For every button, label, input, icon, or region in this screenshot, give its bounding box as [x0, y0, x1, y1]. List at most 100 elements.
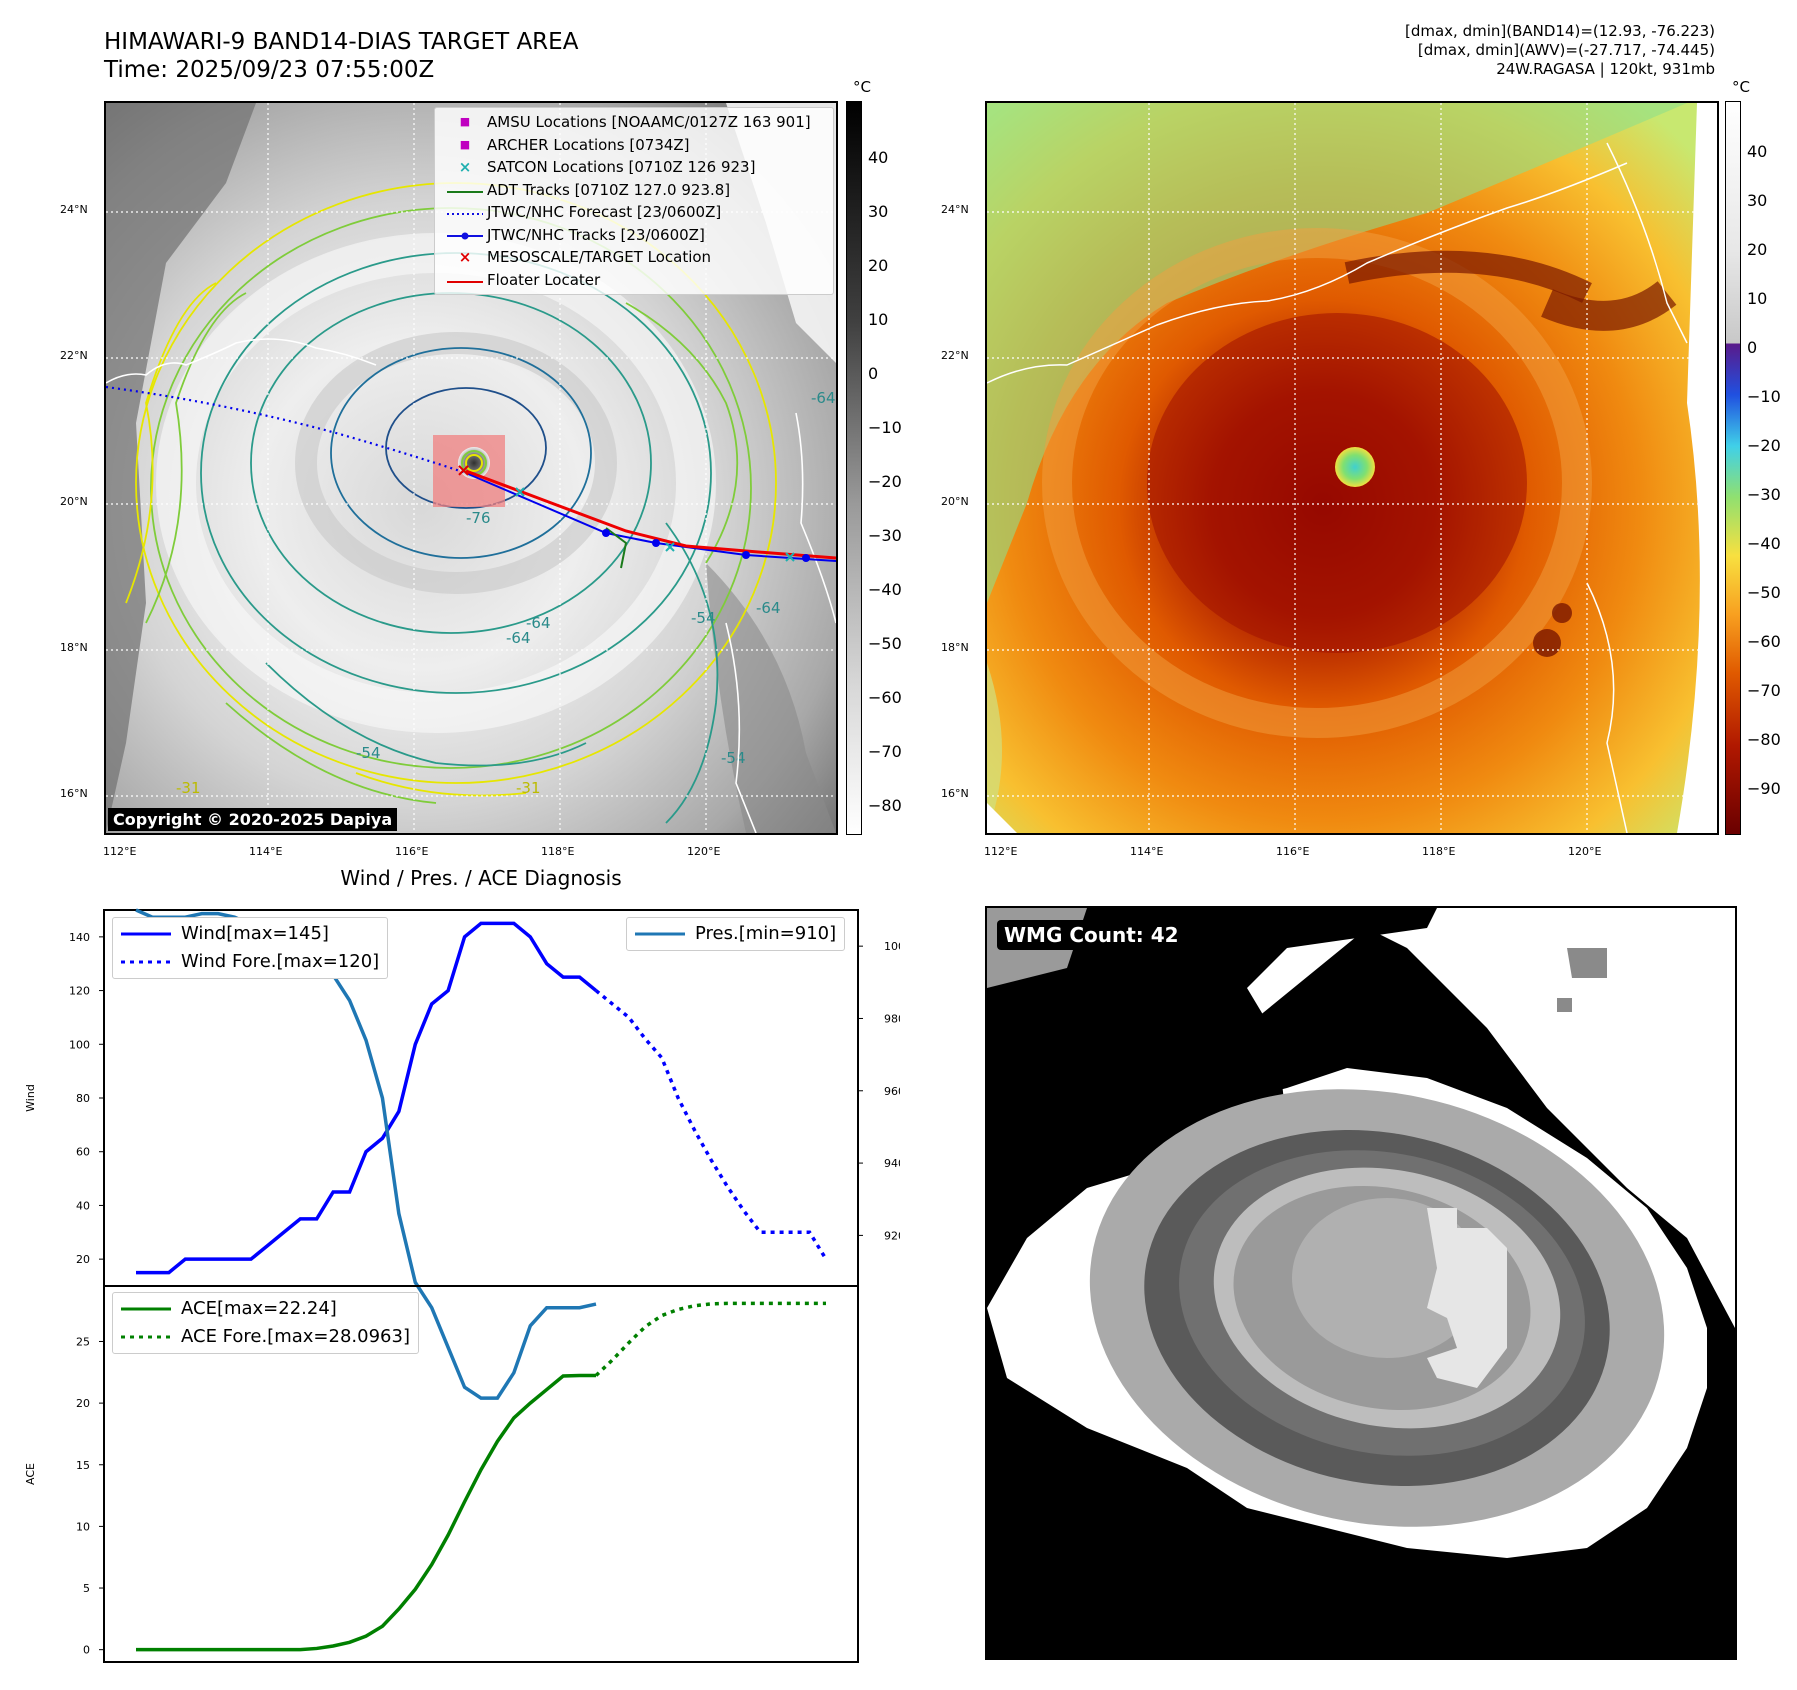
- jtwc-track: [465, 472, 836, 562]
- left-map-panel: -76 -64 -64 -54 -54 -54 -31 -31 -64 -64: [104, 101, 838, 835]
- pressure-tick-label: 940: [884, 1157, 900, 1170]
- storm-info: [dmax, dmin](BAND14)=(12.93, -76.223) [d…: [1405, 22, 1715, 79]
- diagnosis-chart: 204060801001201409209409609801000WindPre…: [24, 908, 900, 1663]
- colorbar-tick: −60: [868, 688, 902, 707]
- colorbar-tick: 10: [868, 310, 889, 329]
- ace-tick-label: 5: [83, 1582, 90, 1595]
- dot-line-icon: [443, 224, 487, 247]
- colorbar-tick: 20: [868, 256, 889, 275]
- info-line-3: 24W.RAGASA | 120kt, 931mb: [1496, 60, 1715, 78]
- colorbar-tick: −80: [1747, 730, 1781, 749]
- ace-forecast-series-line: [594, 1301, 826, 1377]
- wind-tick-label: 100: [69, 1038, 90, 1051]
- map-legend: ■ AMSU Locations [NOAAMC/0127Z 163 901] ■…: [434, 107, 834, 295]
- colorbar-tick: 40: [1747, 142, 1768, 161]
- lon-label: 120°E: [1568, 845, 1602, 858]
- title-line-2: Time: 2025/09/23 07:55:00Z: [104, 57, 435, 83]
- lat-label: 16°N: [60, 787, 88, 800]
- info-line-1: [dmax, dmin](BAND14)=(12.93, -76.223): [1404, 22, 1715, 40]
- legend-item-adt: ADT Tracks [0710Z 127.0 923.8]: [443, 179, 825, 202]
- chart-title: HIMAWARI-9 BAND14-DIAS TARGET AREA Time:…: [104, 28, 578, 84]
- colorbar-tick: −50: [1747, 583, 1781, 602]
- right-map-panel: [985, 101, 1719, 835]
- pressure-tick-label: 960: [884, 1085, 900, 1098]
- colorbar-tick: −10: [868, 418, 902, 437]
- ace-tick-label: 10: [76, 1520, 90, 1533]
- wind-legend: Wind[max=145] Wind Fore.[max=120]: [112, 917, 389, 979]
- wind-tick-label: 80: [76, 1092, 90, 1105]
- wind-tick-label: 120: [69, 985, 90, 998]
- band14-color-image: [987, 103, 1717, 833]
- legend-item-wind-forecast: Wind Fore.[max=120]: [121, 951, 380, 972]
- contour-label: -54: [721, 749, 746, 767]
- colorbar-tick: −70: [1747, 681, 1781, 700]
- lon-label: 112°E: [984, 845, 1018, 858]
- line-icon: [443, 269, 487, 292]
- contour-label: -54: [356, 744, 381, 762]
- ace-axes: 0 5 10 15 20 25 ACE: [24, 1285, 859, 1663]
- legend-item-archer: ■ ARCHER Locations [0734Z]: [443, 134, 825, 157]
- legend-item-ace-forecast: ACE Fore.[max=28.0963]: [121, 1326, 410, 1347]
- contour-label: -76: [466, 509, 491, 527]
- colorbar-tick: −90: [1747, 779, 1781, 798]
- lon-label: 114°E: [249, 845, 283, 858]
- title-line-1: HIMAWARI-9 BAND14-DIAS TARGET AREA: [104, 29, 579, 55]
- lat-label: 16°N: [941, 787, 969, 800]
- ace-tick-label: 15: [76, 1459, 90, 1472]
- colorbar-tick: −30: [868, 526, 902, 545]
- contour-label: -31: [176, 779, 201, 797]
- colorbar-tick: −40: [1747, 534, 1781, 553]
- colorbar-tick: 40: [868, 148, 889, 167]
- ace-axes-frame: [103, 1285, 859, 1663]
- lat-label: 20°N: [941, 495, 969, 508]
- contour-label: -54: [691, 609, 716, 627]
- wmg-panel: WMG Count: 42: [985, 906, 1737, 1660]
- pressure-tick-label: 980: [884, 1012, 900, 1025]
- cross-marker-icon: ×: [458, 158, 472, 176]
- wind-series-line: [136, 921, 598, 1275]
- lon-label: 114°E: [1130, 845, 1164, 858]
- legend-item-pressure: Pres.[min=910]: [635, 923, 837, 944]
- lat-label: 24°N: [941, 203, 969, 216]
- contour-label: -64: [506, 629, 531, 647]
- lat-label: 24°N: [60, 203, 88, 216]
- lon-label: 118°E: [1422, 845, 1456, 858]
- lon-label: 120°E: [687, 845, 721, 858]
- colorbar-tick: −80: [868, 796, 902, 815]
- colorbar-tick: −40: [868, 580, 902, 599]
- ace-legend: ACE[max=22.24] ACE Fore.[max=28.0963]: [112, 1292, 419, 1354]
- wind-tick-label: 20: [76, 1253, 90, 1266]
- colorbar-unit: °C: [1732, 78, 1750, 96]
- dotted-line-icon: [443, 201, 487, 224]
- colorbar-tick: 30: [1747, 191, 1768, 210]
- legend-item-floater: Floater Locater: [443, 269, 825, 292]
- contour-label: -64: [526, 614, 551, 632]
- eye: [1335, 447, 1375, 487]
- colorbar-tick: 10: [1747, 289, 1768, 308]
- floater-locater-track: [465, 469, 836, 560]
- legend-item-wind: Wind[max=145]: [121, 923, 329, 944]
- wind-tick-label: 60: [76, 1146, 90, 1159]
- cross-marker-icon: ×: [458, 248, 472, 266]
- wmg-image: [987, 908, 1735, 1658]
- legend-item-jtwc-tracks: JTWC/NHC Tracks [23/0600Z]: [443, 224, 825, 247]
- wmg-count-label: WMG Count: 42: [997, 920, 1186, 950]
- colorbar-tick: −20: [1747, 436, 1781, 455]
- pressure-tick-label: 920: [884, 1229, 900, 1242]
- ace-tick-label: 25: [76, 1335, 90, 1348]
- contour-label: -64: [756, 599, 781, 617]
- lon-label: 118°E: [541, 845, 575, 858]
- pressure-tick-label: 1000: [884, 940, 900, 953]
- lon-label: 116°E: [395, 845, 429, 858]
- band14-colorbar: [846, 101, 862, 835]
- ace-series-line: [136, 1373, 596, 1652]
- colorbar-tick: −60: [1747, 632, 1781, 651]
- colorbar-tick: −10: [1747, 387, 1781, 406]
- colorbar-tick: 0: [868, 364, 879, 383]
- copyright-notice: Copyright © 2020-2025 Dapiya: [108, 808, 398, 831]
- lon-label: 112°E: [103, 845, 137, 858]
- ace-axis-label: ACE: [24, 1463, 37, 1485]
- adt-track: [605, 527, 628, 569]
- wind-tick-label: 140: [69, 931, 90, 944]
- legend-item-jtwc-forecast: JTWC/NHC Forecast [23/0600Z]: [443, 201, 825, 224]
